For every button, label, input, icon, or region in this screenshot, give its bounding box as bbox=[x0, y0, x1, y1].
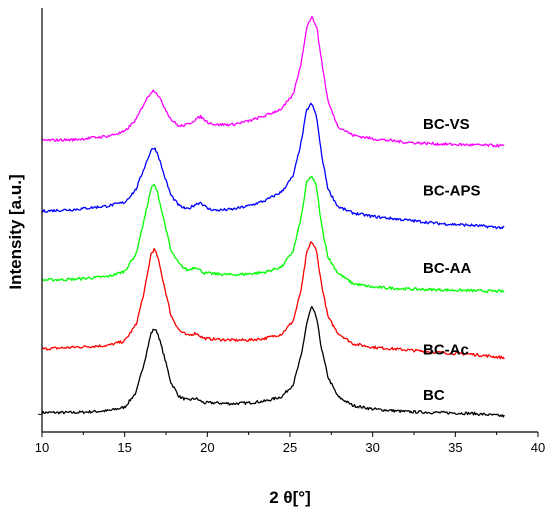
series-label-bc-aa: BC-AA bbox=[423, 260, 471, 277]
x-tick-label: 35 bbox=[448, 440, 462, 455]
x-tick-label: 10 bbox=[35, 440, 49, 455]
x-tick-label: 25 bbox=[283, 440, 297, 455]
series-label-bc-vs: BC-VS bbox=[423, 116, 470, 133]
series-label-bc: BC bbox=[423, 387, 445, 404]
x-axis-title: 2 θ[°] bbox=[269, 488, 311, 507]
series-line-bc-ac bbox=[41, 241, 505, 360]
x-tick-label: 20 bbox=[200, 440, 214, 455]
x-tick-label: 15 bbox=[117, 440, 131, 455]
y-axis-title: Intensity [a.u.] bbox=[6, 174, 25, 289]
series-line-bc-vs bbox=[41, 15, 505, 148]
series-label-bc-ac: BC-Ac bbox=[423, 341, 469, 358]
series-line-bc-aa bbox=[41, 175, 505, 294]
series-line-bc-aps bbox=[41, 102, 505, 230]
series-layer bbox=[41, 15, 505, 418]
series-labels: BC BC-Ac BC-AA BC-APS BC-VS bbox=[423, 116, 481, 404]
x-tick-label: 40 bbox=[531, 440, 545, 455]
axes-layer: 10 15 20 25 30 35 40 bbox=[35, 8, 545, 455]
series-line-bc bbox=[41, 305, 505, 418]
series-label-bc-aps: BC-APS bbox=[423, 182, 481, 199]
x-tick-label: 30 bbox=[365, 440, 379, 455]
